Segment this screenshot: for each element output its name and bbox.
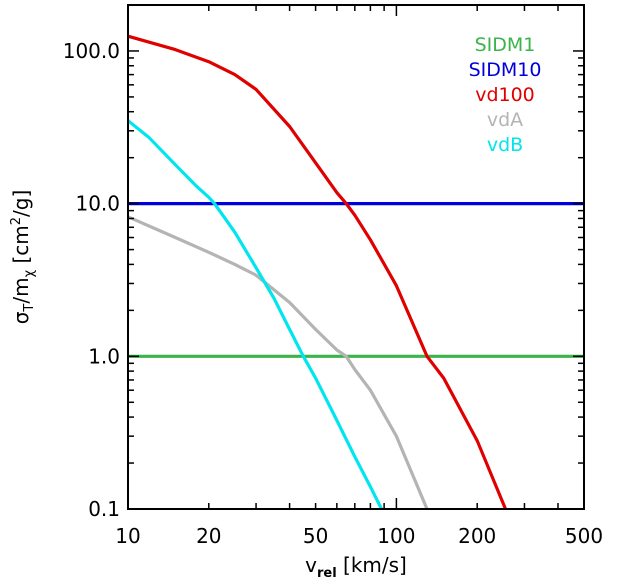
y-axis-label-exponent: 2 [9, 217, 24, 225]
series-line-vdb [128, 118, 384, 509]
y-axis-label-units-end: /g] [9, 190, 33, 217]
y-tick-label: 1.0 [88, 344, 120, 368]
series-line-vd100 [128, 34, 508, 509]
legend-item-vdb: vdB [487, 134, 523, 156]
legend-item-sidm1: SIDM1 [475, 34, 536, 56]
x-axis-label-units: [km/s] [337, 553, 407, 577]
x-tick-label: 50 [303, 524, 328, 548]
plot-frame [127, 4, 585, 510]
legend-item-vda: vdA [487, 109, 523, 131]
y-tick-label: 100.0 [63, 39, 120, 63]
x-tick-label: 10 [115, 524, 140, 548]
y-axis-label-units: [cm [9, 225, 33, 270]
x-axis-label-main: v [305, 553, 317, 577]
y-axis-label: σT/mχ [cm2/g] [9, 190, 37, 325]
y-tick-label: 10.0 [75, 192, 120, 216]
y-tick-label: 0.1 [88, 497, 120, 521]
x-tick-label: 500 [565, 524, 603, 548]
y-axis-label-mass-subscript: χ [22, 269, 37, 277]
legend: SIDM1 SIDM10 vd100 vdA vdB [469, 34, 542, 156]
y-axis-label-sigma-subscript: T [22, 304, 37, 313]
legend-item-vd100: vd100 [475, 84, 535, 106]
legend-item-sidm10: SIDM10 [469, 59, 542, 81]
x-axis-label-subscript: rel [317, 566, 337, 581]
tick-layer: 10 20 50 100 200 500 0.1 1.0 10.0 100.0 [63, 4, 603, 548]
series-layer [128, 34, 584, 509]
x-tick-label: 200 [458, 524, 496, 548]
series-line-vda [128, 215, 429, 509]
y-axis-label-mass: /m [9, 277, 33, 303]
x-tick-label: 20 [196, 524, 221, 548]
x-tick-label: 100 [377, 524, 415, 548]
y-axis-label-sigma: σ [9, 311, 33, 324]
x-axis-label: vrel [km/s] [305, 553, 407, 581]
